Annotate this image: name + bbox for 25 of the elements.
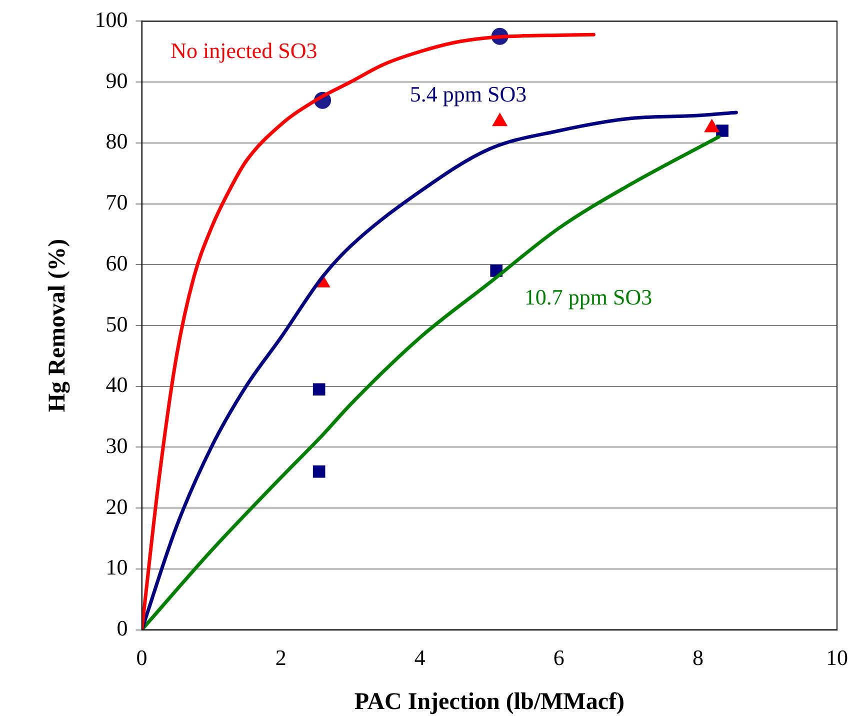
y-tick-label: 80 <box>106 128 128 154</box>
x-tick-label: 0 <box>136 644 148 670</box>
x-tick-label: 8 <box>692 644 704 670</box>
x-tick-label: 10 <box>826 644 848 670</box>
series-label: 10.7 ppm SO3 <box>524 284 652 310</box>
y-tick-label: 90 <box>106 68 128 93</box>
series-label: 5.4 ppm SO3 <box>410 81 527 106</box>
y-tick-label: 60 <box>106 250 128 276</box>
y-tick-label: 40 <box>106 372 128 398</box>
x-axis-title: PAC Injection (lb/MMacf) <box>354 688 624 715</box>
y-tick-label: 50 <box>106 311 128 336</box>
y-tick-label: 30 <box>106 433 128 458</box>
series-label: No injected SO3 <box>170 38 318 64</box>
y-axis-title: Hg Removal (%) <box>44 238 71 412</box>
y-tick-label: 0 <box>116 616 128 641</box>
y-tick-label: 70 <box>106 190 128 215</box>
point <box>312 465 326 478</box>
x-tick-label: 2 <box>275 644 286 670</box>
y-tick-label: 100 <box>94 6 128 32</box>
x-tick-label: 4 <box>414 644 426 670</box>
y-tick-label: 20 <box>106 494 128 519</box>
point <box>716 124 728 137</box>
y-tick-label: 10 <box>106 554 128 580</box>
x-tick-label: 6 <box>553 644 564 670</box>
point <box>312 383 326 396</box>
